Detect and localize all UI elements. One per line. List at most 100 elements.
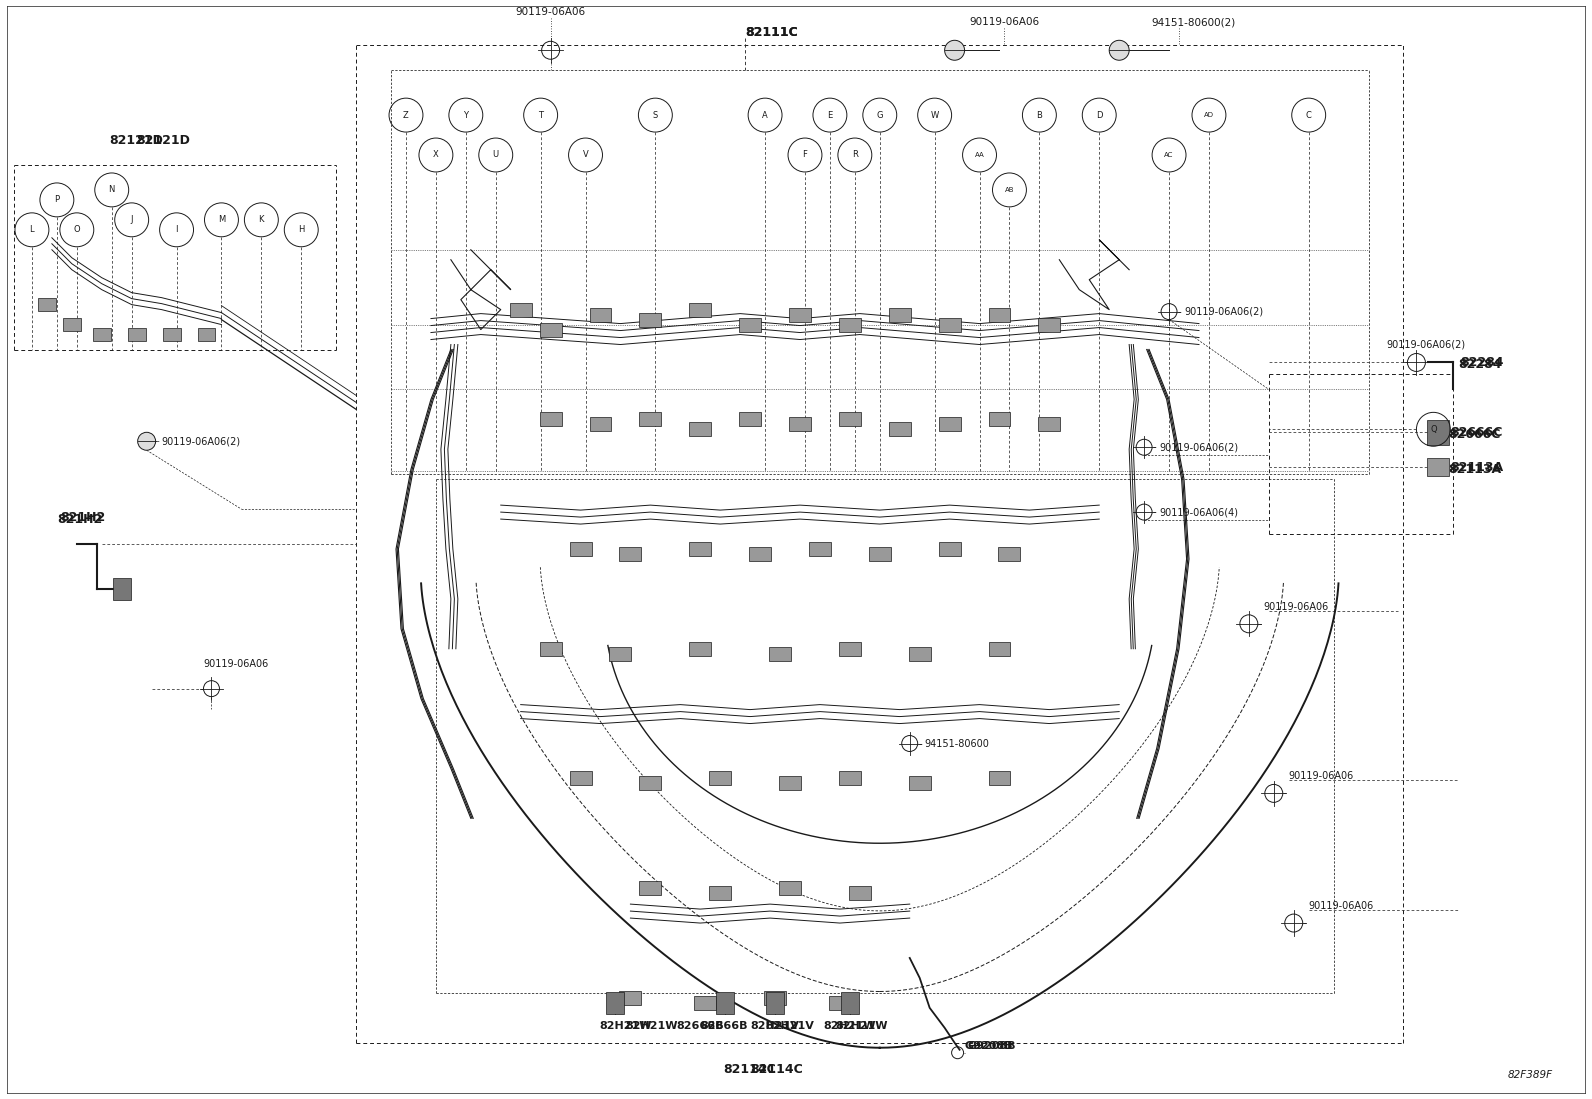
Bar bbox=[619, 991, 642, 1004]
Text: AD: AD bbox=[1204, 112, 1215, 118]
Text: 82113A: 82113A bbox=[1449, 463, 1501, 476]
Bar bbox=[619, 547, 642, 560]
Text: G9208B: G9208B bbox=[965, 1041, 1013, 1051]
Bar bbox=[998, 547, 1020, 560]
Text: S: S bbox=[653, 111, 657, 120]
Text: 94151-80600(2): 94151-80600(2) bbox=[1153, 18, 1235, 27]
Text: 82121D: 82121D bbox=[110, 134, 164, 146]
Text: AA: AA bbox=[974, 152, 984, 158]
Bar bbox=[540, 642, 562, 656]
Bar bbox=[849, 886, 871, 900]
Text: V: V bbox=[583, 151, 589, 159]
Bar bbox=[1428, 420, 1449, 445]
Bar bbox=[640, 881, 661, 895]
Bar bbox=[869, 547, 892, 560]
Bar bbox=[62, 318, 81, 331]
Text: E: E bbox=[828, 111, 833, 120]
Bar bbox=[689, 422, 712, 436]
Text: Y: Y bbox=[463, 111, 468, 120]
Text: A: A bbox=[763, 111, 767, 120]
Bar bbox=[509, 302, 532, 317]
Text: 90119-06A06: 90119-06A06 bbox=[1290, 771, 1355, 781]
Text: M: M bbox=[218, 215, 224, 224]
Text: 90119-06A06: 90119-06A06 bbox=[1309, 901, 1374, 911]
Text: 82111C: 82111C bbox=[745, 25, 798, 38]
Text: 90119-06A06(4): 90119-06A06(4) bbox=[1159, 507, 1239, 518]
Text: U: U bbox=[492, 151, 498, 159]
Text: B: B bbox=[1036, 111, 1043, 120]
Text: 82H21W: 82H21W bbox=[823, 1021, 876, 1031]
Text: 82121D: 82121D bbox=[137, 134, 191, 146]
Bar bbox=[92, 329, 111, 341]
Bar bbox=[640, 312, 661, 326]
Text: C: C bbox=[1305, 111, 1312, 120]
Text: J: J bbox=[131, 215, 134, 224]
Bar bbox=[689, 642, 712, 656]
Bar bbox=[640, 776, 661, 790]
Text: H: H bbox=[298, 225, 304, 234]
Bar bbox=[540, 412, 562, 426]
Bar bbox=[778, 881, 801, 895]
Circle shape bbox=[137, 432, 156, 451]
Bar bbox=[716, 992, 734, 1013]
Bar bbox=[607, 992, 624, 1013]
Text: 90119-06A06: 90119-06A06 bbox=[1264, 602, 1329, 612]
Bar bbox=[113, 578, 131, 600]
Bar bbox=[989, 308, 1011, 322]
Bar bbox=[1038, 318, 1060, 332]
Text: D: D bbox=[1095, 111, 1103, 120]
Circle shape bbox=[1110, 41, 1129, 60]
Bar bbox=[640, 412, 661, 426]
Bar bbox=[694, 996, 716, 1010]
Bar bbox=[708, 886, 731, 900]
Bar bbox=[38, 298, 56, 311]
Bar bbox=[540, 323, 562, 336]
Text: G9208B: G9208B bbox=[968, 1041, 1016, 1051]
Bar bbox=[689, 302, 712, 317]
Bar bbox=[841, 992, 858, 1013]
Bar bbox=[989, 642, 1011, 656]
Bar bbox=[790, 418, 810, 431]
Bar bbox=[127, 329, 145, 341]
Bar bbox=[769, 646, 791, 660]
Bar bbox=[1428, 458, 1449, 476]
Text: 82H21W: 82H21W bbox=[626, 1021, 678, 1031]
Text: 821H2: 821H2 bbox=[57, 512, 102, 525]
Text: 90119-06A06(2): 90119-06A06(2) bbox=[1184, 307, 1262, 317]
Bar bbox=[939, 418, 960, 431]
Bar bbox=[839, 318, 861, 332]
Text: AC: AC bbox=[1164, 152, 1173, 158]
Bar bbox=[764, 991, 786, 1004]
Bar bbox=[197, 329, 215, 341]
Bar bbox=[790, 308, 810, 322]
Text: 82H21W: 82H21W bbox=[599, 1021, 651, 1031]
Text: 82114C: 82114C bbox=[750, 1063, 802, 1076]
Bar bbox=[689, 542, 712, 556]
Text: 90119-06A06: 90119-06A06 bbox=[970, 18, 1040, 27]
Text: Q: Q bbox=[1430, 425, 1436, 434]
Bar bbox=[829, 996, 850, 1010]
Bar bbox=[739, 318, 761, 332]
Bar bbox=[939, 542, 960, 556]
Text: 90119-06A06: 90119-06A06 bbox=[204, 658, 269, 668]
Text: I: I bbox=[175, 225, 178, 234]
Text: 82H21V: 82H21V bbox=[766, 1021, 814, 1031]
Text: 82113A: 82113A bbox=[1450, 460, 1503, 474]
Text: Z: Z bbox=[403, 111, 409, 120]
Text: AB: AB bbox=[1005, 187, 1014, 193]
Text: 90119-06A06: 90119-06A06 bbox=[516, 8, 586, 18]
Bar bbox=[839, 642, 861, 656]
Bar bbox=[778, 776, 801, 790]
Bar bbox=[570, 542, 592, 556]
Text: 94151-80600: 94151-80600 bbox=[925, 739, 990, 748]
Text: W: W bbox=[930, 111, 939, 120]
Text: 82F389F: 82F389F bbox=[1508, 1069, 1554, 1079]
Text: L: L bbox=[30, 225, 35, 234]
Text: 82114C: 82114C bbox=[724, 1063, 777, 1076]
Bar bbox=[589, 418, 611, 431]
Bar bbox=[589, 308, 611, 322]
Text: 90119-06A06(2): 90119-06A06(2) bbox=[162, 436, 240, 446]
Text: 82666C: 82666C bbox=[1449, 428, 1501, 441]
Bar bbox=[888, 308, 911, 322]
Text: 90119-06A06(2): 90119-06A06(2) bbox=[1159, 442, 1239, 453]
